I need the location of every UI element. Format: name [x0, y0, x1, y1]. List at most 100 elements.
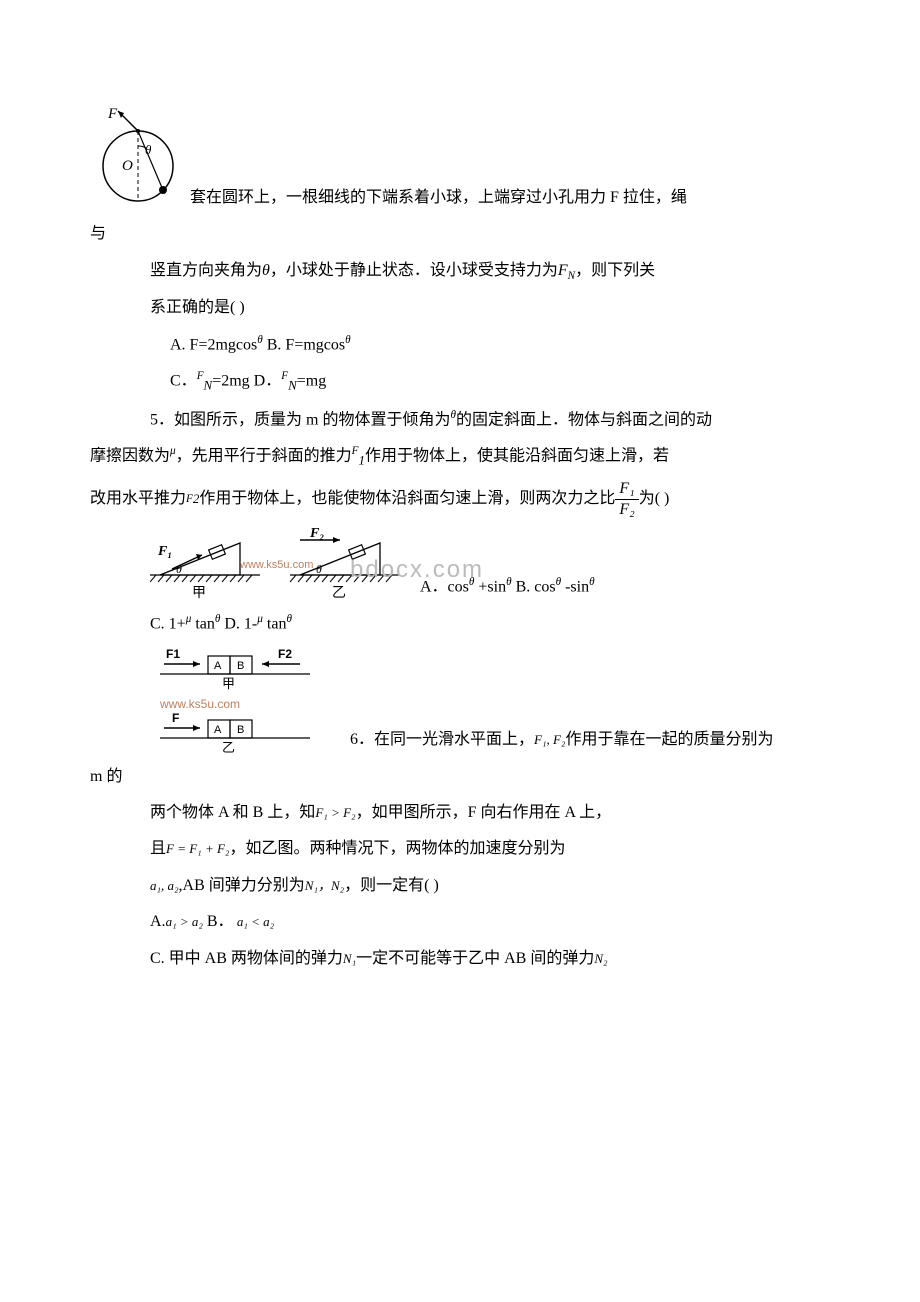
- q6-row1: F1 A B F2 甲 www.ks5u.com F: [90, 646, 830, 756]
- q5-C: C. 1+: [150, 615, 186, 632]
- q6-F-label: F: [172, 711, 179, 725]
- q5-l2c: 作用于物体上，使其能沿斜面匀速上滑，若: [365, 448, 669, 465]
- q4-l1a: 竖直方向夹角为: [150, 262, 262, 279]
- q4-l2: 系正确的是( ): [90, 293, 830, 323]
- q4-l1: 竖直方向夹角为θ，小球处于静止状态．设小球受支持力为FN，则下列关: [90, 256, 830, 287]
- q4-yu: 与: [90, 219, 830, 249]
- q4-A-th: θ: [257, 334, 263, 346]
- q6-A1: A: [214, 660, 222, 672]
- q5-yi-label: 乙: [332, 585, 346, 601]
- q5-D-th: θ: [286, 613, 292, 625]
- q5-C-th: θ: [215, 613, 221, 625]
- q5-l1: 5．如图所示，质量为 m 的物体置于倾角为θ的固定斜面上．物体与斜面之间的动: [90, 405, 830, 436]
- q5-l2a: 摩擦因数为: [90, 448, 170, 465]
- q5-figure: F₁ θ 甲 F₂ θ 乙 www.ks5u.com bdocx.com: [150, 525, 410, 603]
- q4-text-after-fig: 套在圆环上，一根细线的下端系着小球，上端穿过小孔用力 F 拉住，绳: [190, 189, 687, 206]
- q5-l1a: 5．如图所示，质量为 m 的物体置于倾角为: [150, 411, 450, 428]
- q6-l3: 且F = F₁ + F₂，如乙图。两种情况下，两物体的加速度分别为: [90, 834, 830, 864]
- q5-figrow: F₁ θ 甲 F₂ θ 乙 www.ks5u.com bdocx.com: [90, 525, 830, 603]
- q4-theta1: θ: [262, 262, 270, 279]
- q5-AB: A．cosθ +sinθ B. cosθ -sinθ: [420, 572, 595, 603]
- f-label: F: [107, 106, 118, 122]
- q4-CD: C．FN=2mg D．FN=mg: [90, 366, 830, 398]
- q6-l1b: 作用于靠在一起的质量分别为: [565, 731, 773, 748]
- q6-l3a: 且: [150, 840, 166, 857]
- q5-jia-label: 甲: [192, 586, 206, 601]
- q6-l4b: ，则一定有( ): [344, 877, 439, 894]
- q6-AB: A.a₁ > a₂ B． a₁ < a₂: [90, 907, 830, 937]
- q5-A-th2: θ: [506, 576, 512, 588]
- q5-A-mid: +sin: [474, 578, 506, 595]
- q4-AB: A. F=2mgcosθ B. F=mgcosθ: [90, 330, 830, 361]
- q5-B-mid: -sin: [561, 578, 589, 595]
- q6-l2a: 两个物体 A 和 B 上，知: [150, 804, 315, 821]
- q6-C-N1: N₁: [343, 951, 356, 966]
- q6-C-mid: 一定不可能等于乙中 AB 间的弹力: [356, 950, 594, 967]
- page-root: F O θ 套在圆环上，一根细线的下端系着小球，上端穿过小孔用力 F 拉住，绳 …: [0, 0, 920, 1180]
- q6-figure: F1 A B F2 甲 www.ks5u.com F: [150, 646, 330, 756]
- q6-F1F2: F₁, F₂: [534, 732, 565, 747]
- q6-l1: 6．在同一光滑水平面上，F₁, F₂作用于靠在一起的质量分别为: [350, 725, 773, 755]
- q6-a1a2: a₁, a₂: [150, 878, 179, 893]
- o-label: O: [122, 158, 133, 174]
- ring-ball-diagram: F O θ: [90, 106, 186, 206]
- q5-l3b: 作用于物体上，也能使物体沿斜面匀速上滑，则两次力之比: [199, 484, 615, 514]
- blocks-diagram: F1 A B F2 甲 www.ks5u.com F: [150, 646, 330, 756]
- q4-FN1: F: [558, 262, 568, 279]
- q6-B1: B: [237, 660, 244, 672]
- q5-B-th2: θ: [589, 576, 595, 588]
- q5-F2-label: F₂: [309, 526, 324, 541]
- q6-B-pre: B．: [207, 913, 234, 930]
- q5-frac-num: F₁: [615, 479, 638, 499]
- q5-th1-label: θ: [176, 562, 182, 576]
- q4-C-FN: F: [197, 370, 204, 382]
- q4-C-FN-sub: N: [204, 378, 213, 393]
- q5-A: A．cos: [420, 578, 469, 595]
- q4-B-th: θ: [345, 334, 351, 346]
- q5-l3c: 为( ): [639, 484, 670, 514]
- q4-line-figtext: F O θ 套在圆环上，一根细线的下端系着小球，上端穿过小孔用力 F 拉住，绳: [90, 106, 830, 213]
- q5-l2b: ，先用平行于斜面的推力: [176, 448, 352, 465]
- q4-B: B. F=mgcos: [267, 336, 345, 353]
- q6-ks5u: www.ks5u.com: [159, 697, 240, 711]
- q4-l1c: ，则下列关: [575, 262, 655, 279]
- q6-C-N2: N₂: [594, 951, 607, 966]
- q6-yi: 乙: [222, 740, 235, 755]
- q5-l3a: 改用水平推力: [90, 484, 186, 514]
- q4-l1b: ，小球处于静止状态．设小球受支持力为: [270, 262, 558, 279]
- q6-l2: 两个物体 A 和 B 上，知F₁ > F₂，如甲图所示，F 向右作用在 A 上，: [90, 798, 830, 828]
- q6-B: a₁ < a₂: [234, 914, 275, 929]
- q6-l4a: ,AB 间弹力分别为: [179, 877, 305, 894]
- q5-frac: F₁ F₂: [615, 479, 638, 518]
- q5-C-tan: tan: [191, 615, 215, 632]
- q5-F2: F: [186, 489, 193, 510]
- q5-l1b: 的固定斜面上．物体与斜面之间的动: [456, 411, 712, 428]
- q4-C: C．: [170, 373, 197, 390]
- q6-FeqF1F2: F = F₁ + F₂: [166, 841, 229, 856]
- q6-l4: a₁, a₂,AB 间弹力分别为N₁，N₂，则一定有( ): [90, 871, 830, 901]
- q5-l2: 摩擦因数为μ，先用平行于斜面的推力F1作用于物体上，使其能沿斜面匀速上滑，若: [90, 441, 830, 473]
- q5-F1-label: F₁: [157, 544, 172, 559]
- q6-A-pre: A.: [150, 913, 166, 930]
- q4-A: A. F=2mgcos: [170, 336, 257, 353]
- q6-F1-label: F1: [166, 647, 180, 661]
- q6-A: a₁ > a₂: [166, 914, 203, 929]
- q5-D-tan: tan: [263, 615, 287, 632]
- q6-F1gtF2: F₁ > F₂: [315, 805, 355, 820]
- q6-F2-label: F2: [278, 647, 292, 661]
- q6-l2b: ，如甲图所示，F 向右作用在 A 上，: [356, 804, 612, 821]
- q6-A2: A: [214, 724, 222, 736]
- q5-th2-label: θ: [316, 562, 322, 576]
- q5-frac-den: F₂: [615, 500, 638, 519]
- q5-CD: C. 1+μ tanθ D. 1-μ tanθ: [90, 609, 830, 640]
- q5-l3: 改用水平推力F2 作用于物体上，也能使物体沿斜面匀速上滑，则两次力之比 F₁ F…: [90, 479, 830, 518]
- q6-m: m 的: [90, 762, 830, 792]
- q5-F1: F: [352, 445, 359, 457]
- q6-jia: 甲: [222, 676, 235, 691]
- q6-C: C. 甲中 AB 两物体间的弹力N₁一定不可能等于乙中 AB 间的弹力N₂: [90, 944, 830, 974]
- q5-D: D. 1-: [224, 615, 257, 632]
- q6-l1a: 6．在同一光滑水平面上，: [350, 731, 534, 748]
- q4-D-end: =mg: [297, 373, 326, 390]
- q5-B: B. cos: [516, 578, 556, 595]
- q6-N1N2: N₁，N₂: [305, 878, 344, 893]
